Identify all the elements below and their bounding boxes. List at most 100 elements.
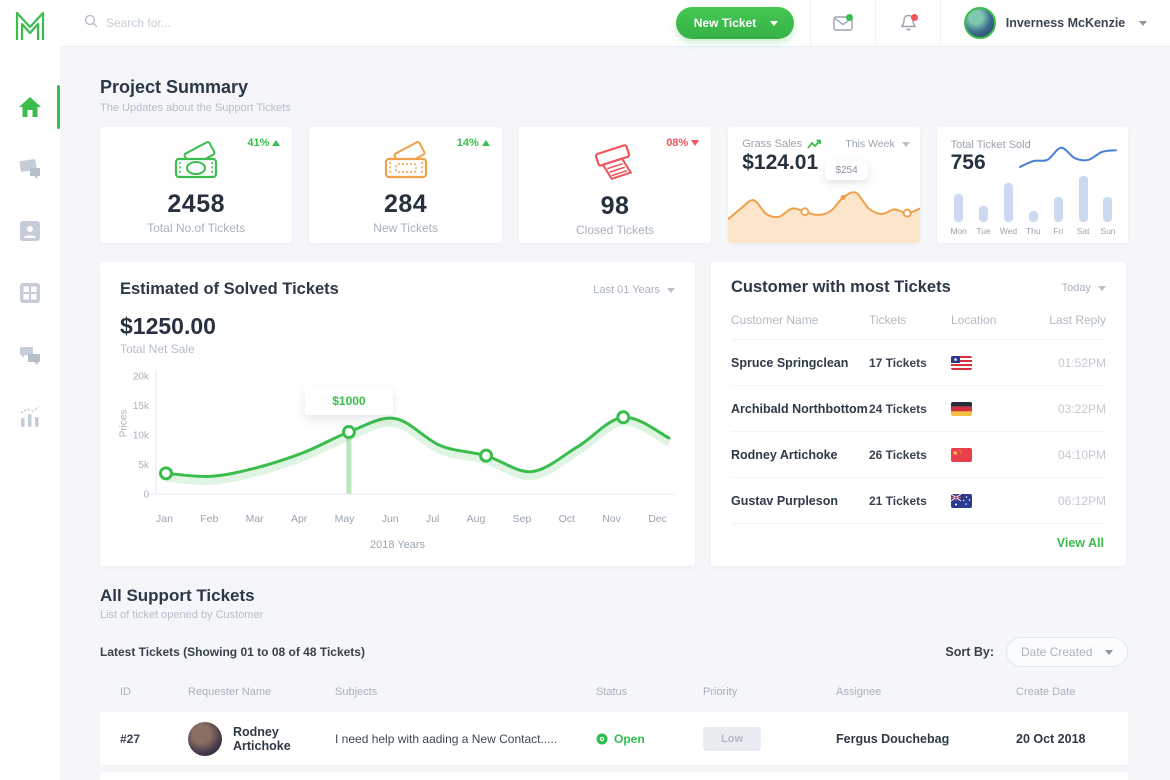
weekday-bar: Fri bbox=[1048, 176, 1068, 236]
customers-range-dropdown[interactable]: Today bbox=[1062, 282, 1106, 294]
status-badge-open: Open bbox=[596, 732, 703, 746]
support-title: All Support Tickets bbox=[100, 586, 255, 605]
home-icon bbox=[19, 97, 41, 117]
stat-card-new-tickets: 14% 284 New Tickets bbox=[309, 127, 502, 243]
col-location: Location bbox=[951, 313, 997, 327]
stat-label: Closed Tickets bbox=[576, 223, 655, 237]
top-header: New Ticket Inverness McKenzie bbox=[60, 0, 1170, 47]
sidebar-item-stats[interactable] bbox=[0, 397, 60, 437]
grass-sales-value: $124.01 bbox=[742, 151, 819, 174]
arrow-down-icon bbox=[691, 140, 700, 146]
delta-badge: 41% bbox=[247, 137, 281, 149]
search-area bbox=[60, 14, 660, 33]
y-axis-label: Prices bbox=[118, 409, 130, 438]
notifications-button[interactable] bbox=[875, 0, 940, 46]
page-title: Project Summary bbox=[100, 77, 249, 97]
bell-notification-dot bbox=[911, 14, 918, 21]
stat-label: Total No.of Tickets bbox=[147, 221, 246, 235]
grass-range-dropdown[interactable]: This Week bbox=[845, 138, 910, 150]
stat-value: 284 bbox=[384, 190, 428, 218]
grass-sales-card: Grass Sales This Week $124.01 $254 bbox=[728, 127, 920, 243]
mail-notification-dot bbox=[846, 14, 853, 21]
col-id: ID bbox=[120, 686, 131, 698]
flag-australia-icon bbox=[951, 493, 972, 508]
solved-range-dropdown[interactable]: Last 01 Years bbox=[593, 284, 675, 296]
customers-title: Customer with most Tickets bbox=[731, 278, 951, 296]
customers-table-header: Customer Name Tickets Location Last Repl… bbox=[731, 313, 1106, 340]
user-menu[interactable]: Inverness McKenzie bbox=[940, 0, 1170, 46]
logo-m-icon bbox=[15, 11, 45, 40]
chevron-down-icon bbox=[1098, 285, 1106, 291]
ticket-row[interactable]: #39 Chaplain Mondover I need help with a… bbox=[100, 772, 1128, 780]
solved-line-chart: 20k 15k 10k 5k 0 bbox=[133, 370, 675, 501]
svg-text:15k: 15k bbox=[133, 401, 150, 412]
ticket-sold-bar-chart: Mon Tue Wed Thu Fri Sat Sun bbox=[949, 176, 1118, 236]
contacts-icon bbox=[20, 221, 40, 241]
printer-icon bbox=[594, 144, 633, 180]
x-axis-label: 2018 Years bbox=[369, 539, 426, 551]
dashboard-grid-icon bbox=[20, 283, 40, 303]
col-assignee: Assignee bbox=[836, 686, 882, 698]
sort-by-dropdown[interactable]: Date Created bbox=[1006, 637, 1128, 667]
svg-text:5k: 5k bbox=[138, 460, 150, 471]
user-name: Inverness McKenzie bbox=[1005, 16, 1126, 30]
grass-sales-chart bbox=[728, 191, 920, 243]
arrow-up-icon bbox=[272, 140, 281, 146]
sidebar-item-contacts[interactable] bbox=[0, 211, 60, 251]
stat-label: New Tickets bbox=[373, 221, 438, 235]
trend-up-icon bbox=[807, 139, 822, 149]
main-content: Project Summary The Updates about the Su… bbox=[60, 47, 1170, 780]
sidebar-item-device-chat[interactable] bbox=[0, 149, 60, 189]
customer-row[interactable]: Archibald Northbottom 24 Tickets 03:22PM bbox=[731, 386, 1106, 432]
solved-title: Estimated of Solved Tickets bbox=[120, 280, 339, 298]
priority-badge: Low bbox=[703, 726, 761, 751]
stat-card-closed-tickets: 08% 98 Closed Tickets bbox=[518, 127, 712, 243]
chevron-down-icon bbox=[770, 20, 779, 26]
new-ticket-button[interactable]: New Ticket bbox=[675, 7, 795, 39]
net-sale-value: $1250.00 bbox=[120, 313, 216, 339]
net-sale-label: Total Net Sale bbox=[120, 342, 195, 356]
weekday-bar: Sun bbox=[1098, 176, 1118, 236]
sort-by-label: Sort By: bbox=[945, 645, 994, 659]
ticket-sold-value: 756 bbox=[950, 151, 986, 174]
ticket-sold-title: Total Ticket Sold bbox=[950, 139, 1031, 151]
chevron-down-icon bbox=[1139, 20, 1148, 26]
customer-row[interactable]: Spruce Springclean 17 Tickets 01:52PM bbox=[731, 340, 1106, 386]
weekday-bar: Thu bbox=[1023, 176, 1043, 236]
weekday-bar: Tue bbox=[974, 176, 994, 236]
sidebar bbox=[0, 0, 60, 780]
open-status-icon bbox=[596, 733, 608, 744]
flag-usa-icon bbox=[951, 355, 972, 370]
view-all-link[interactable]: View All bbox=[1056, 536, 1104, 550]
top-customers-card: Customer with most Tickets Today Custome… bbox=[711, 262, 1126, 566]
search-icon bbox=[84, 14, 98, 33]
ticket-icon bbox=[384, 141, 427, 179]
grass-tooltip: $254 bbox=[825, 161, 868, 180]
tickets-table-header: ID Requester Name Subjects Status Priori… bbox=[100, 679, 1128, 705]
x-axis-ticks: Jan Feb Mar Apr May Jun Jul Aug Sep Oct Nov Dec bbox=[156, 513, 667, 525]
new-ticket-label: New Ticket bbox=[693, 16, 757, 30]
sort-by-value: Date Created bbox=[1021, 645, 1093, 659]
support-tickets-section: All Support Tickets List of ticket opene… bbox=[100, 586, 1128, 780]
delta-badge: 14% bbox=[457, 137, 490, 149]
arrow-up-icon bbox=[481, 140, 490, 146]
customer-row[interactable]: Gustav Purpleson 21 Tickets 06:12PM bbox=[731, 478, 1106, 524]
search-input[interactable] bbox=[106, 16, 406, 30]
stat-value: 98 bbox=[600, 192, 630, 220]
chat-bubbles-icon bbox=[20, 346, 40, 365]
weekday-bar: Mon bbox=[949, 176, 969, 236]
mail-button[interactable] bbox=[810, 0, 875, 46]
stats-icon bbox=[20, 406, 40, 427]
stat-cards-row: 41% 2458 Total No.of Tickets 14% bbox=[100, 127, 1129, 243]
chart-tooltip: $1000 bbox=[304, 387, 393, 416]
sidebar-item-dashboard[interactable] bbox=[0, 273, 60, 313]
chevron-down-icon bbox=[1105, 649, 1113, 655]
sidebar-item-home[interactable] bbox=[0, 85, 60, 129]
ticket-row[interactable]: #27 Rodney Artichoke I need help with aa… bbox=[100, 712, 1128, 765]
sidebar-item-messages[interactable] bbox=[0, 335, 60, 375]
customer-row[interactable]: Rodney Artichoke 26 Tickets 04:10PM bbox=[731, 432, 1106, 478]
device-chat-icon bbox=[19, 159, 40, 179]
app-logo[interactable] bbox=[0, 0, 60, 47]
new-ticket-area: New Ticket bbox=[660, 0, 810, 46]
